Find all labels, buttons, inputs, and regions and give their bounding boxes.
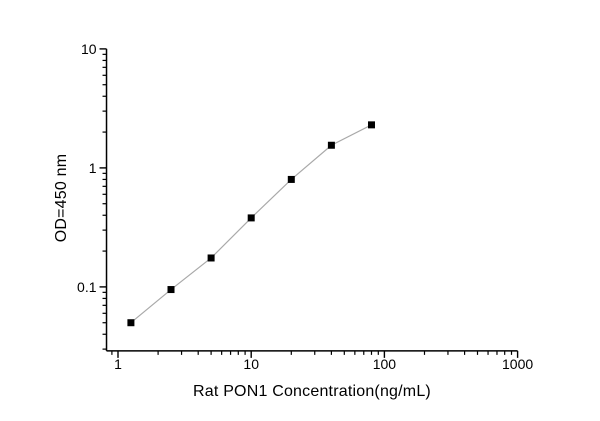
data-point-marker (247, 214, 255, 222)
y-tick-label: 1 (89, 160, 97, 176)
axes: 1 10 100 1000 0.1 1 10 (77, 41, 533, 372)
data-point-marker (167, 286, 175, 294)
data-point-marker (327, 141, 335, 149)
x-axis-title: Rat PON1 Concentration(ng/mL) (193, 383, 431, 400)
x-tick-label: 1 (114, 356, 122, 372)
data-series (127, 121, 375, 327)
y-tick-label: 0.1 (77, 279, 97, 295)
x-tick-label: 1000 (502, 356, 533, 372)
data-point-marker (287, 175, 295, 183)
series-line (130, 124, 372, 324)
y-axis-title: OD=450 nm (53, 154, 70, 243)
x-tick-label: 100 (373, 356, 397, 372)
y-tick-label: 10 (81, 41, 97, 57)
data-point-marker (207, 254, 215, 262)
data-point-marker (127, 319, 135, 327)
data-point-marker (367, 121, 375, 129)
x-tick-label: 10 (243, 356, 259, 372)
